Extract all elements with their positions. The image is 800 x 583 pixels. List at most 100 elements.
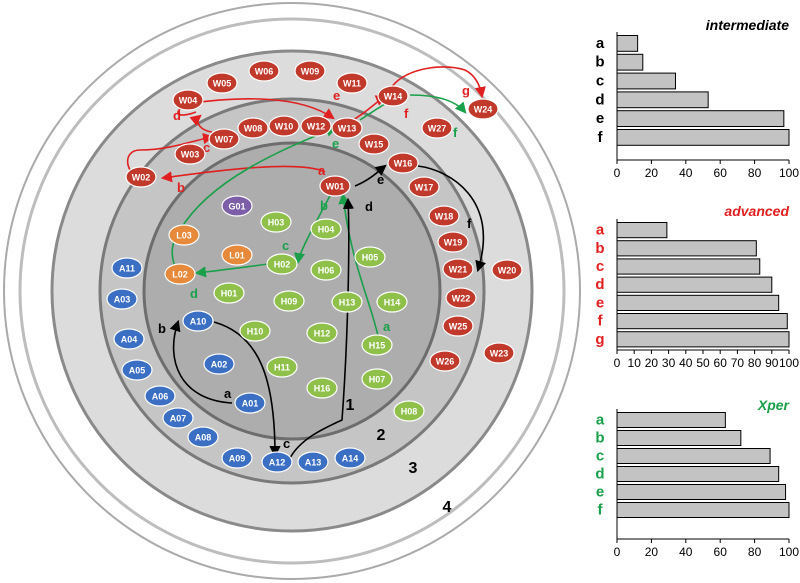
node-w24: W24 bbox=[467, 98, 499, 120]
category-label: a bbox=[596, 222, 605, 239]
node-h09: H09 bbox=[273, 290, 305, 312]
node-label: H03 bbox=[268, 218, 285, 228]
node-label: L03 bbox=[176, 231, 192, 241]
node-label: W23 bbox=[490, 349, 509, 359]
node-label: W26 bbox=[436, 357, 455, 367]
node-label: A11 bbox=[119, 264, 135, 274]
bar-a bbox=[616, 35, 639, 52]
black-arrow-b bbox=[213, 321, 281, 458]
x-tick-label: 80 bbox=[748, 356, 762, 370]
bar-d bbox=[616, 91, 709, 109]
node-shape bbox=[319, 175, 351, 197]
node-label: W17 bbox=[415, 183, 434, 193]
node-w20: W20 bbox=[491, 259, 523, 281]
black-letter-c: c bbox=[283, 436, 290, 451]
node-label: H01 bbox=[221, 289, 238, 299]
bar-g bbox=[616, 331, 790, 348]
green-letter-e: e bbox=[332, 136, 339, 151]
node-label: W15 bbox=[365, 140, 384, 150]
node-label: A04 bbox=[121, 335, 138, 345]
node-shape bbox=[261, 451, 293, 473]
bar-f bbox=[616, 313, 788, 330]
node-w25: W25 bbox=[442, 315, 474, 337]
node-h13: H13 bbox=[331, 291, 363, 313]
red-path-arrows bbox=[126, 66, 486, 183]
node-label: A13 bbox=[305, 458, 322, 468]
node-w08: W08 bbox=[237, 117, 269, 139]
node-w02: W02 bbox=[125, 166, 157, 188]
category-label: d bbox=[595, 466, 604, 483]
x-tick-label: 80 bbox=[748, 545, 762, 559]
node-label: L01 bbox=[229, 251, 245, 261]
node-label: W20 bbox=[498, 266, 517, 276]
node-h04: H04 bbox=[310, 218, 342, 240]
node-label: H04 bbox=[318, 225, 335, 235]
node-shape bbox=[354, 246, 386, 268]
node-shape bbox=[408, 176, 440, 198]
node-shape bbox=[429, 350, 461, 372]
node-w07: W07 bbox=[208, 128, 240, 150]
node-shape bbox=[361, 334, 393, 356]
node-shape bbox=[467, 98, 499, 120]
node-h03: H03 bbox=[260, 211, 292, 233]
category-label: c bbox=[596, 73, 604, 90]
node-a04: A04 bbox=[113, 328, 145, 350]
node-shape bbox=[387, 152, 419, 174]
node-shape bbox=[334, 447, 366, 469]
bar-b bbox=[616, 53, 644, 71]
node-shape bbox=[437, 231, 469, 253]
red-arrow-a bbox=[160, 165, 326, 183]
node-shape bbox=[428, 205, 460, 227]
node-a13: A13 bbox=[297, 451, 329, 473]
node-shape bbox=[174, 143, 206, 165]
node-h07: H07 bbox=[361, 368, 393, 390]
node-a02: A02 bbox=[203, 353, 235, 375]
red-letter-f: f bbox=[404, 106, 409, 121]
node-label: W11 bbox=[343, 79, 361, 89]
node-shape bbox=[361, 368, 393, 390]
node-label: W19 bbox=[444, 238, 463, 248]
node-w19: W19 bbox=[437, 231, 469, 253]
node-shape bbox=[213, 282, 245, 304]
node-h12: H12 bbox=[306, 322, 338, 344]
node-label: A09 bbox=[229, 454, 246, 464]
node-shape bbox=[442, 315, 474, 337]
bar-a bbox=[616, 412, 726, 428]
node-h11: H11 bbox=[266, 356, 298, 378]
chart-title: intermediate bbox=[706, 17, 789, 33]
node-w17: W17 bbox=[408, 176, 440, 198]
node-shape bbox=[260, 211, 292, 233]
node-shape bbox=[237, 117, 269, 139]
x-tick-label: 50 bbox=[696, 356, 710, 370]
black-letter-f: f bbox=[467, 216, 472, 231]
red-arrow-f bbox=[389, 66, 486, 99]
x-tick-label: 60 bbox=[714, 166, 728, 180]
node-shape bbox=[206, 72, 238, 94]
black-arrow-e bbox=[417, 165, 487, 273]
node-shape bbox=[266, 253, 298, 275]
node-h10: H10 bbox=[239, 320, 271, 342]
node-label: W04 bbox=[179, 96, 198, 106]
node-a03: A03 bbox=[106, 288, 138, 310]
ring-label-1: 1 bbox=[346, 397, 355, 414]
node-shape bbox=[248, 60, 280, 82]
x-tick-label: 20 bbox=[645, 166, 659, 180]
black-letter-a: a bbox=[224, 386, 232, 401]
x-tick-label: 60 bbox=[714, 545, 728, 559]
category-label: e bbox=[596, 294, 604, 311]
node-label: A12 bbox=[269, 458, 286, 468]
category-label: e bbox=[596, 110, 604, 127]
node-a09: A09 bbox=[221, 447, 253, 469]
chart-title: advanced bbox=[724, 203, 789, 219]
black-letter-d: d bbox=[365, 199, 373, 214]
node-label: W24 bbox=[474, 105, 493, 115]
green-letter-f: f bbox=[453, 125, 458, 140]
node-shape bbox=[125, 166, 157, 188]
category-label: a bbox=[596, 35, 605, 52]
node-shape bbox=[273, 290, 305, 312]
node-label: A07 bbox=[170, 414, 187, 424]
node-label: W10 bbox=[275, 122, 294, 132]
node-a14: A14 bbox=[334, 447, 366, 469]
